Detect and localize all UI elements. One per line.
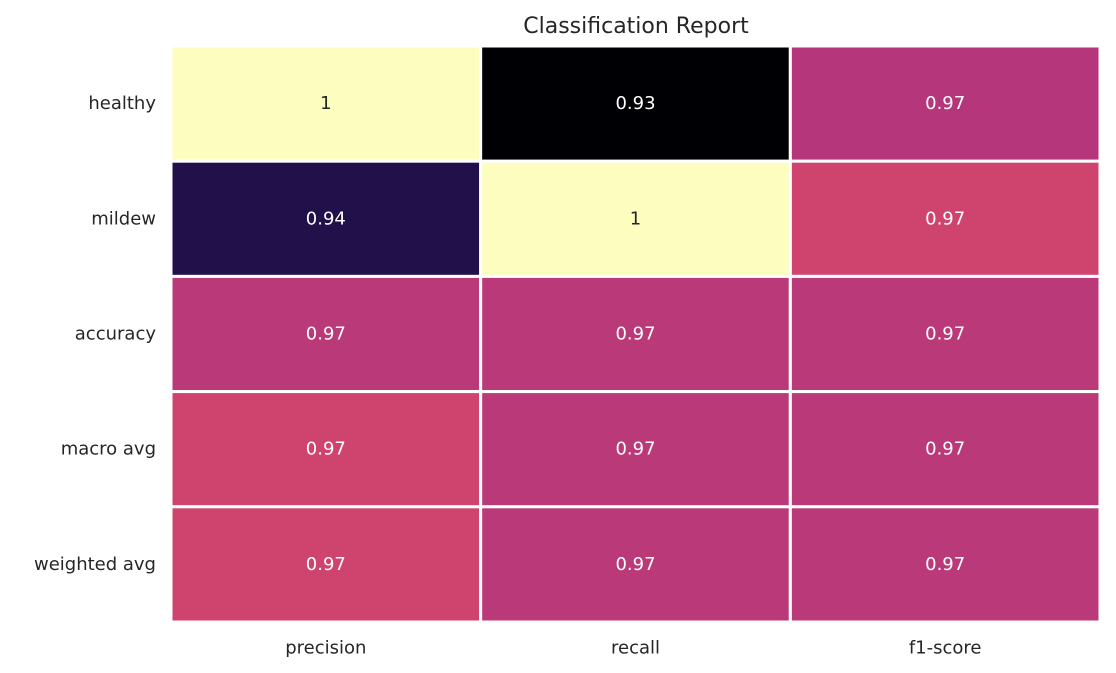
- cell-annotation: 0.97: [925, 324, 965, 345]
- heatmap-cells: [169, 44, 1102, 624]
- cell-annotation: 0.97: [615, 439, 655, 460]
- cell-annotation: 0.97: [925, 439, 965, 460]
- cell-annotation: 1: [630, 208, 641, 229]
- chart-title: Classification Report: [523, 14, 749, 39]
- cell-annotation: 0.97: [925, 93, 965, 114]
- heatmap-cell: [788, 159, 1102, 278]
- row-label: weighted avg: [34, 554, 156, 575]
- column-label: precision: [285, 638, 366, 659]
- cell-annotation: 0.97: [306, 324, 346, 345]
- column-label: recall: [611, 638, 660, 659]
- heatmap-cell: [169, 390, 483, 509]
- heatmap-annotations: 1 0.93 0.97 0.94 1 0.97 0.97 0.97 0.97 0.97 0.97 0.…: [306, 93, 965, 575]
- row-label: healthy: [88, 93, 156, 114]
- cell-annotation: 0.94: [306, 208, 346, 229]
- cell-annotation: 0.97: [925, 208, 965, 229]
- column-tick-labels: precision recall f1-score: [285, 638, 981, 659]
- heatmap-cell: [479, 505, 792, 624]
- heatmap-cell: [169, 505, 483, 624]
- heatmap-cell: [788, 390, 1102, 509]
- heatmap-cell: [788, 44, 1102, 163]
- row-label: macro avg: [61, 439, 156, 460]
- cell-annotation: 0.93: [615, 93, 655, 114]
- heatmap-cell: [479, 44, 792, 163]
- cell-annotation: 0.97: [306, 554, 346, 575]
- heatmap-cell: [788, 505, 1102, 624]
- cell-annotation: 0.97: [615, 324, 655, 345]
- cell-annotation: 0.97: [615, 554, 655, 575]
- cell-annotation: 0.97: [925, 554, 965, 575]
- row-label: accuracy: [75, 324, 157, 345]
- row-tick-labels: healthy mildew accuracy macro avg weighted a…: [34, 93, 156, 575]
- heatmap-cell: [169, 44, 483, 163]
- cell-annotation: 1: [320, 93, 331, 114]
- cell-annotation: 0.97: [306, 439, 346, 460]
- column-label: f1-score: [909, 638, 982, 659]
- heatmap-cell: [479, 274, 792, 394]
- row-label: mildew: [91, 208, 156, 229]
